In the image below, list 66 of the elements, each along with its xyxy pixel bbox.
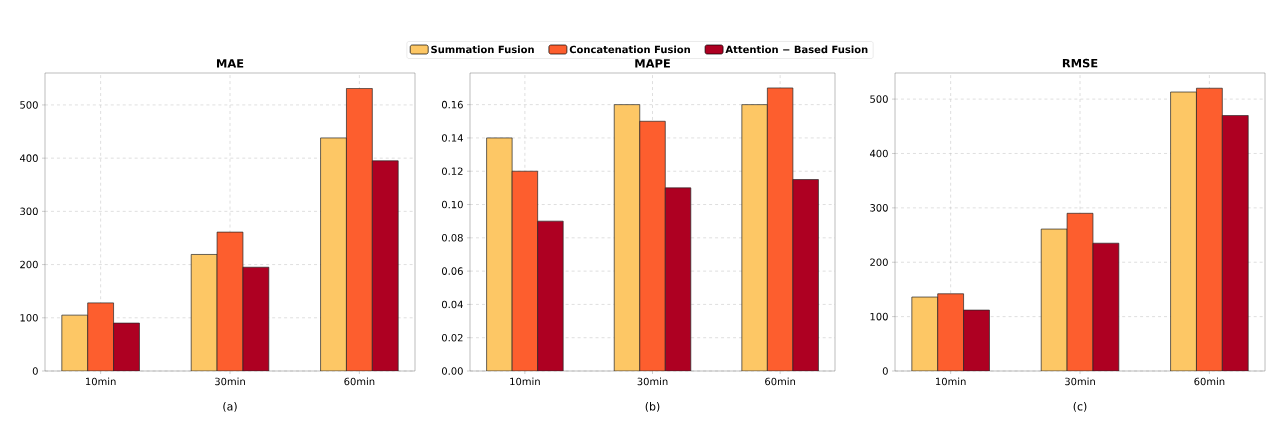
x-tick-label: 30min [1065, 377, 1095, 386]
bar [242, 266, 270, 371]
x-tick-label: 10min [510, 377, 540, 386]
y-tick-label: 400 [869, 149, 888, 158]
y-tick-label: 200 [20, 260, 38, 269]
x-tick-label: 30min [215, 377, 245, 386]
x-tick-label: 60min [344, 377, 375, 386]
bar [371, 160, 399, 371]
bar [486, 137, 513, 371]
y-tick-label: 500 [20, 101, 38, 109]
x-axis-title: (a) [223, 402, 237, 412]
bar [511, 170, 538, 371]
y-tick-label: 100 [20, 314, 38, 322]
bar [1040, 228, 1068, 371]
bar [911, 296, 939, 371]
y-tick-label: 0 [882, 367, 888, 375]
bar [87, 302, 114, 371]
bar [639, 120, 666, 371]
bar [320, 137, 347, 371]
y-tick-label: 400 [19, 154, 38, 162]
chart-title: MAE [217, 59, 244, 68]
bar [792, 179, 819, 371]
bar [937, 293, 964, 371]
x-axis-title: (c) [1073, 402, 1087, 412]
bar [1196, 87, 1223, 371]
legend-label: Attention − Based Fusion [725, 45, 868, 54]
x-tick-label: 60min [1194, 377, 1225, 386]
bar [664, 187, 692, 371]
bar [963, 309, 990, 371]
bar [1221, 115, 1249, 371]
bar [1170, 91, 1197, 371]
y-tick-label: 0.12 [441, 167, 463, 175]
bar [346, 88, 373, 371]
y-tick-label: 0.06 [441, 267, 463, 275]
bar [613, 104, 641, 371]
y-tick-label: 300 [20, 207, 38, 216]
y-tick-label: 0.04 [441, 300, 463, 309]
bar [113, 322, 140, 371]
bar [537, 220, 564, 371]
chart-title: MAPE [635, 59, 670, 68]
y-tick-label: 100 [870, 312, 888, 321]
bar [767, 87, 794, 371]
x-tick-label: 10min [86, 377, 116, 386]
y-tick-label: 300 [870, 204, 888, 212]
y-tick-label: 500 [870, 95, 888, 103]
y-tick-label: 0.02 [441, 333, 463, 342]
y-tick-label: 0.14 [441, 134, 463, 142]
x-axis-title: (b) [645, 402, 660, 412]
y-tick-label: 0 [32, 367, 38, 375]
y-tick-label: 0.10 [441, 200, 463, 209]
bar [190, 254, 218, 371]
x-tick-label: 10min [936, 377, 966, 386]
y-tick-label: 0.00 [441, 367, 463, 375]
y-tick-label: 200 [870, 258, 888, 267]
bar [216, 231, 244, 371]
bar [61, 314, 89, 371]
legend-label: Summation Fusion [431, 45, 534, 54]
bar [741, 104, 768, 371]
bar [1092, 242, 1120, 371]
x-tick-label: 30min [637, 377, 668, 386]
bar [1066, 212, 1094, 371]
y-tick-label: 0.08 [441, 234, 463, 242]
chart-title: RMSE [1062, 58, 1098, 68]
y-tick-label: 0.16 [441, 100, 463, 109]
legend-label: Concatenation Fusion [569, 45, 690, 54]
x-tick-label: 60min [765, 377, 796, 386]
